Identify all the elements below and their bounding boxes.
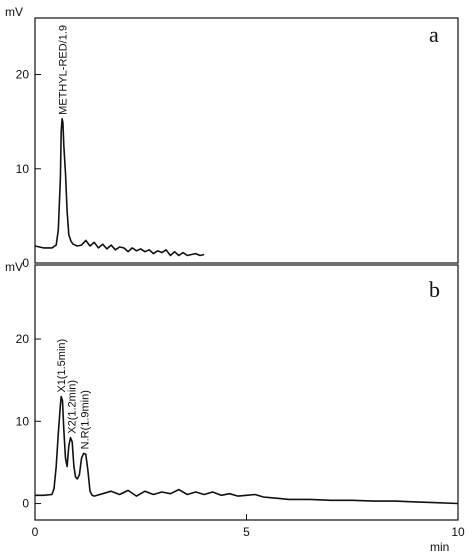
panel-a-ytick-label: 20 — [16, 68, 30, 82]
panel-a-ylabel: mV — [5, 5, 23, 19]
x-axis: 0 5 10 — [32, 514, 465, 539]
panel-a-frame — [34, 17, 459, 264]
panel-a-peak-label: METHYL-RED/1.9 — [57, 25, 69, 115]
x-axis-label: min — [430, 540, 449, 554]
panel-b-peak-label: X1(1.5min) — [56, 339, 68, 393]
panel-b-ytick-label: 0 — [22, 497, 29, 511]
panel-b-ylabel: mV — [5, 260, 23, 274]
xtick-label: 10 — [451, 525, 465, 539]
panel-b-series-line — [35, 395, 459, 505]
panel-b-peak-label: X2(1.2min) — [66, 380, 78, 434]
panel-b-frame — [34, 264, 459, 521]
panel-a-ytick-label: 0 — [22, 256, 29, 270]
panel-b-ytick-label: 10 — [16, 414, 30, 428]
panel-b-plot: 0 10 20 X1(1.5min)X2(1.2min) N.R(1.9min) — [16, 332, 459, 511]
xtick-label: 0 — [32, 525, 39, 539]
panel-b-peak-label: N.R(1.9min) — [79, 390, 91, 449]
xtick-label: 5 — [243, 525, 250, 539]
panel-a-label: a — [429, 22, 439, 47]
panel-b-ytick-label: 20 — [16, 332, 30, 346]
panel-a-ytick-label: 10 — [16, 162, 30, 176]
panel-a-series-line — [34, 118, 205, 257]
panel-a-plot: 0 10 20 METHYL-RED/1.9 — [16, 25, 205, 270]
panel-b-label: b — [429, 277, 440, 302]
